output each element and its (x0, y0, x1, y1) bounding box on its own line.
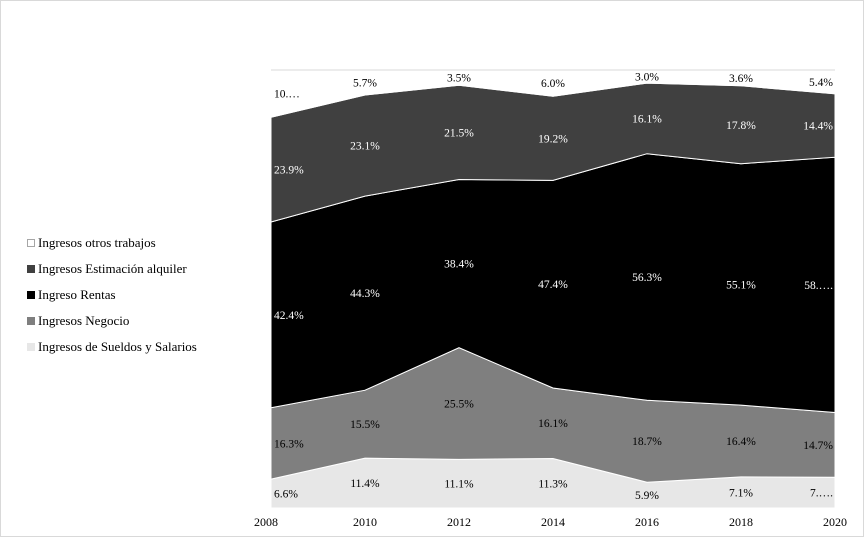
data-label: 5.4% (809, 77, 833, 89)
legend-swatch-negocio (27, 317, 35, 325)
data-label: 3.5% (447, 73, 471, 85)
data-label: 55.1% (726, 279, 756, 291)
data-label: 5.9% (635, 490, 659, 502)
data-label: 42.4% (274, 310, 304, 322)
x-tick-label: 2014 (541, 515, 565, 529)
data-label: 23.1% (350, 141, 380, 153)
data-label: 6.0% (541, 78, 565, 90)
legend-item-estimacion-alquiler: Ingresos Estimación alquiler (27, 256, 197, 282)
data-label: 21.5% (444, 127, 474, 139)
data-label: 11.1% (444, 479, 474, 491)
data-label: 11.4% (350, 478, 380, 490)
legend-item-otros-trabajos: Ingresos otros trabajos (27, 230, 197, 256)
legend-swatch-otros-trabajos (27, 239, 35, 247)
data-label: 14.4% (803, 121, 833, 133)
data-label: 47.4% (538, 279, 568, 291)
data-label: 17.8% (726, 120, 756, 132)
legend: Ingresos otros trabajos Ingresos Estimac… (27, 230, 197, 360)
data-label: 3.0% (635, 72, 659, 84)
legend-label-negocio: Ingresos Negocio (38, 313, 130, 328)
x-tick-label: 2018 (729, 515, 753, 529)
legend-item-rentas: Ingreso Rentas (27, 282, 197, 308)
data-label: 16.1% (538, 418, 568, 430)
legend-swatch-sueldos-salarios (27, 343, 35, 351)
data-label: 11.3% (538, 478, 568, 490)
data-label: 25.5% (444, 399, 474, 411)
legend-label-sueldos-salarios: Ingresos de Sueldos y Salarios (38, 339, 197, 354)
x-tick-label: 2016 (635, 515, 659, 529)
legend-swatch-rentas (27, 291, 35, 299)
data-label: 15.5% (350, 419, 380, 431)
legend-label-estimacion-alquiler: Ingresos Estimación alquiler (38, 261, 187, 276)
data-label: 3.6% (729, 73, 753, 85)
data-label: 14.7% (803, 440, 833, 452)
data-label: 6.6% (274, 489, 298, 501)
x-tick-label: 2020 (823, 515, 847, 529)
data-label: 16.4% (726, 436, 756, 448)
data-label: 23.9% (274, 165, 304, 177)
data-label: 7.1% (729, 488, 753, 500)
data-label: 18.7% (632, 436, 662, 448)
data-label: 7.…. (810, 488, 833, 500)
data-label: 44.3% (350, 288, 380, 300)
data-label: 56.3% (632, 272, 662, 284)
x-tick-label: 2012 (447, 515, 471, 529)
legend-label-otros-trabajos: Ingresos otros trabajos (38, 235, 156, 250)
legend-label-rentas: Ingreso Rentas (38, 287, 116, 302)
data-label: 5.7% (353, 78, 377, 90)
x-tick-label: 2010 (353, 515, 377, 529)
legend-swatch-estimacion-alquiler (27, 265, 35, 273)
data-label: 19.2% (538, 133, 568, 145)
data-label: 38.4% (444, 259, 474, 271)
x-tick-label: 2008 (254, 515, 278, 529)
data-label: 16.3% (274, 438, 304, 450)
legend-item-sueldos-salarios: Ingresos de Sueldos y Salarios (27, 334, 197, 360)
data-label: 58.…. (804, 280, 833, 292)
data-label: 16.1% (632, 113, 662, 125)
data-label: 10.… (274, 89, 300, 101)
legend-item-negocio: Ingresos Negocio (27, 308, 197, 334)
